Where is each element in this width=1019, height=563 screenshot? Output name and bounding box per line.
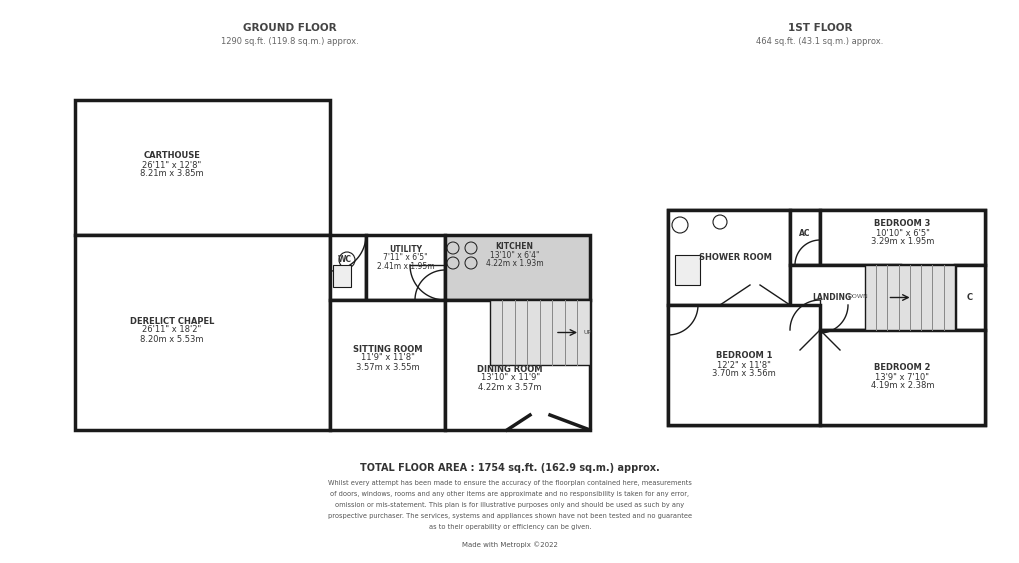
Text: 7'11" x 6'5": 7'11" x 6'5": [383, 253, 427, 262]
Bar: [489, 300, 589, 365]
Bar: [864, 265, 954, 330]
Text: 3.57m x 3.55m: 3.57m x 3.55m: [356, 363, 419, 372]
Bar: [819, 210, 984, 265]
Text: 8.21m x 3.85m: 8.21m x 3.85m: [140, 169, 204, 178]
Text: 11'9" x 11'8": 11'9" x 11'8": [360, 354, 414, 363]
Text: 10'10" x 6'5": 10'10" x 6'5": [874, 229, 928, 238]
Text: BEDROOM 2: BEDROOM 2: [873, 364, 930, 373]
Bar: [366, 235, 444, 300]
Bar: [954, 265, 984, 330]
Bar: [790, 210, 819, 265]
Text: AC: AC: [799, 229, 810, 238]
Text: UP: UP: [583, 330, 591, 335]
Bar: [667, 210, 790, 305]
Bar: [675, 255, 699, 285]
Text: 13'10" x 11'9": 13'10" x 11'9": [480, 373, 539, 382]
Text: C: C: [966, 293, 972, 302]
Text: 13'10" x 6'4": 13'10" x 6'4": [489, 251, 539, 260]
Text: 2.41m x 1.95m: 2.41m x 1.95m: [376, 262, 434, 271]
Text: 13'9" x 7'10": 13'9" x 7'10": [874, 373, 928, 382]
Text: CARTHOUSE: CARTHOUSE: [144, 151, 200, 160]
Text: 1290 sq.ft. (119.8 sq.m.) approx.: 1290 sq.ft. (119.8 sq.m.) approx.: [221, 38, 359, 47]
Bar: [75, 235, 330, 430]
Text: SITTING ROOM: SITTING ROOM: [353, 345, 422, 354]
Bar: [667, 210, 984, 425]
Text: of doors, windows, rooms and any other items are approximate and no responsibili: of doors, windows, rooms and any other i…: [330, 491, 689, 497]
Text: BEDROOM 1: BEDROOM 1: [715, 351, 771, 360]
Text: BEDROOM 3: BEDROOM 3: [873, 220, 929, 229]
Bar: [444, 300, 589, 430]
Text: LANDING: LANDING: [811, 293, 851, 302]
Bar: [444, 235, 589, 300]
Bar: [819, 330, 984, 425]
Text: omission or mis-statement. This plan is for illustrative purposes only and shoul: omission or mis-statement. This plan is …: [335, 502, 684, 508]
Text: 8.20m x 5.53m: 8.20m x 5.53m: [140, 334, 204, 343]
Bar: [330, 300, 444, 430]
Text: 12'2" x 11'8": 12'2" x 11'8": [716, 360, 770, 369]
Text: prospective purchaser. The services, systems and appliances shown have not been : prospective purchaser. The services, sys…: [328, 513, 691, 519]
Text: DERELICT CHAPEL: DERELICT CHAPEL: [129, 316, 214, 325]
Text: SHOWER ROOM: SHOWER ROOM: [698, 253, 770, 262]
Text: 3.70m x 3.56m: 3.70m x 3.56m: [711, 369, 775, 378]
Text: 4.19m x 2.38m: 4.19m x 2.38m: [870, 382, 933, 391]
Text: TOTAL FLOOR AREA : 1754 sq.ft. (162.9 sq.m.) approx.: TOTAL FLOOR AREA : 1754 sq.ft. (162.9 sq…: [360, 463, 659, 473]
Text: 4.22m x 3.57m: 4.22m x 3.57m: [478, 382, 541, 391]
Bar: [667, 305, 819, 425]
Text: DOWN: DOWN: [847, 294, 868, 300]
Text: WC: WC: [337, 256, 352, 265]
Text: GROUND FLOOR: GROUND FLOOR: [243, 23, 336, 33]
Text: 26'11" x 18'2": 26'11" x 18'2": [142, 325, 202, 334]
Text: Made with Metropix ©2022: Made with Metropix ©2022: [462, 542, 557, 548]
Text: UTILITY: UTILITY: [388, 245, 422, 254]
Bar: [330, 235, 366, 300]
Text: as to their operability or efficiency can be given.: as to their operability or efficiency ca…: [428, 524, 591, 530]
Bar: [332, 265, 351, 287]
Text: 3.29m x 1.95m: 3.29m x 1.95m: [870, 238, 933, 247]
Bar: [75, 100, 330, 235]
Text: DINING ROOM: DINING ROOM: [477, 364, 542, 373]
Text: 4.22m x 1.93m: 4.22m x 1.93m: [485, 259, 543, 268]
Text: 26'11" x 12'8": 26'11" x 12'8": [142, 160, 202, 169]
Text: 1ST FLOOR: 1ST FLOOR: [787, 23, 852, 33]
Bar: [790, 265, 899, 330]
Text: 464 sq.ft. (43.1 sq.m.) approx.: 464 sq.ft. (43.1 sq.m.) approx.: [755, 38, 882, 47]
Text: KITCHEN: KITCHEN: [495, 242, 533, 251]
Text: Whilst every attempt has been made to ensure the accuracy of the floorplan conta: Whilst every attempt has been made to en…: [328, 480, 691, 486]
